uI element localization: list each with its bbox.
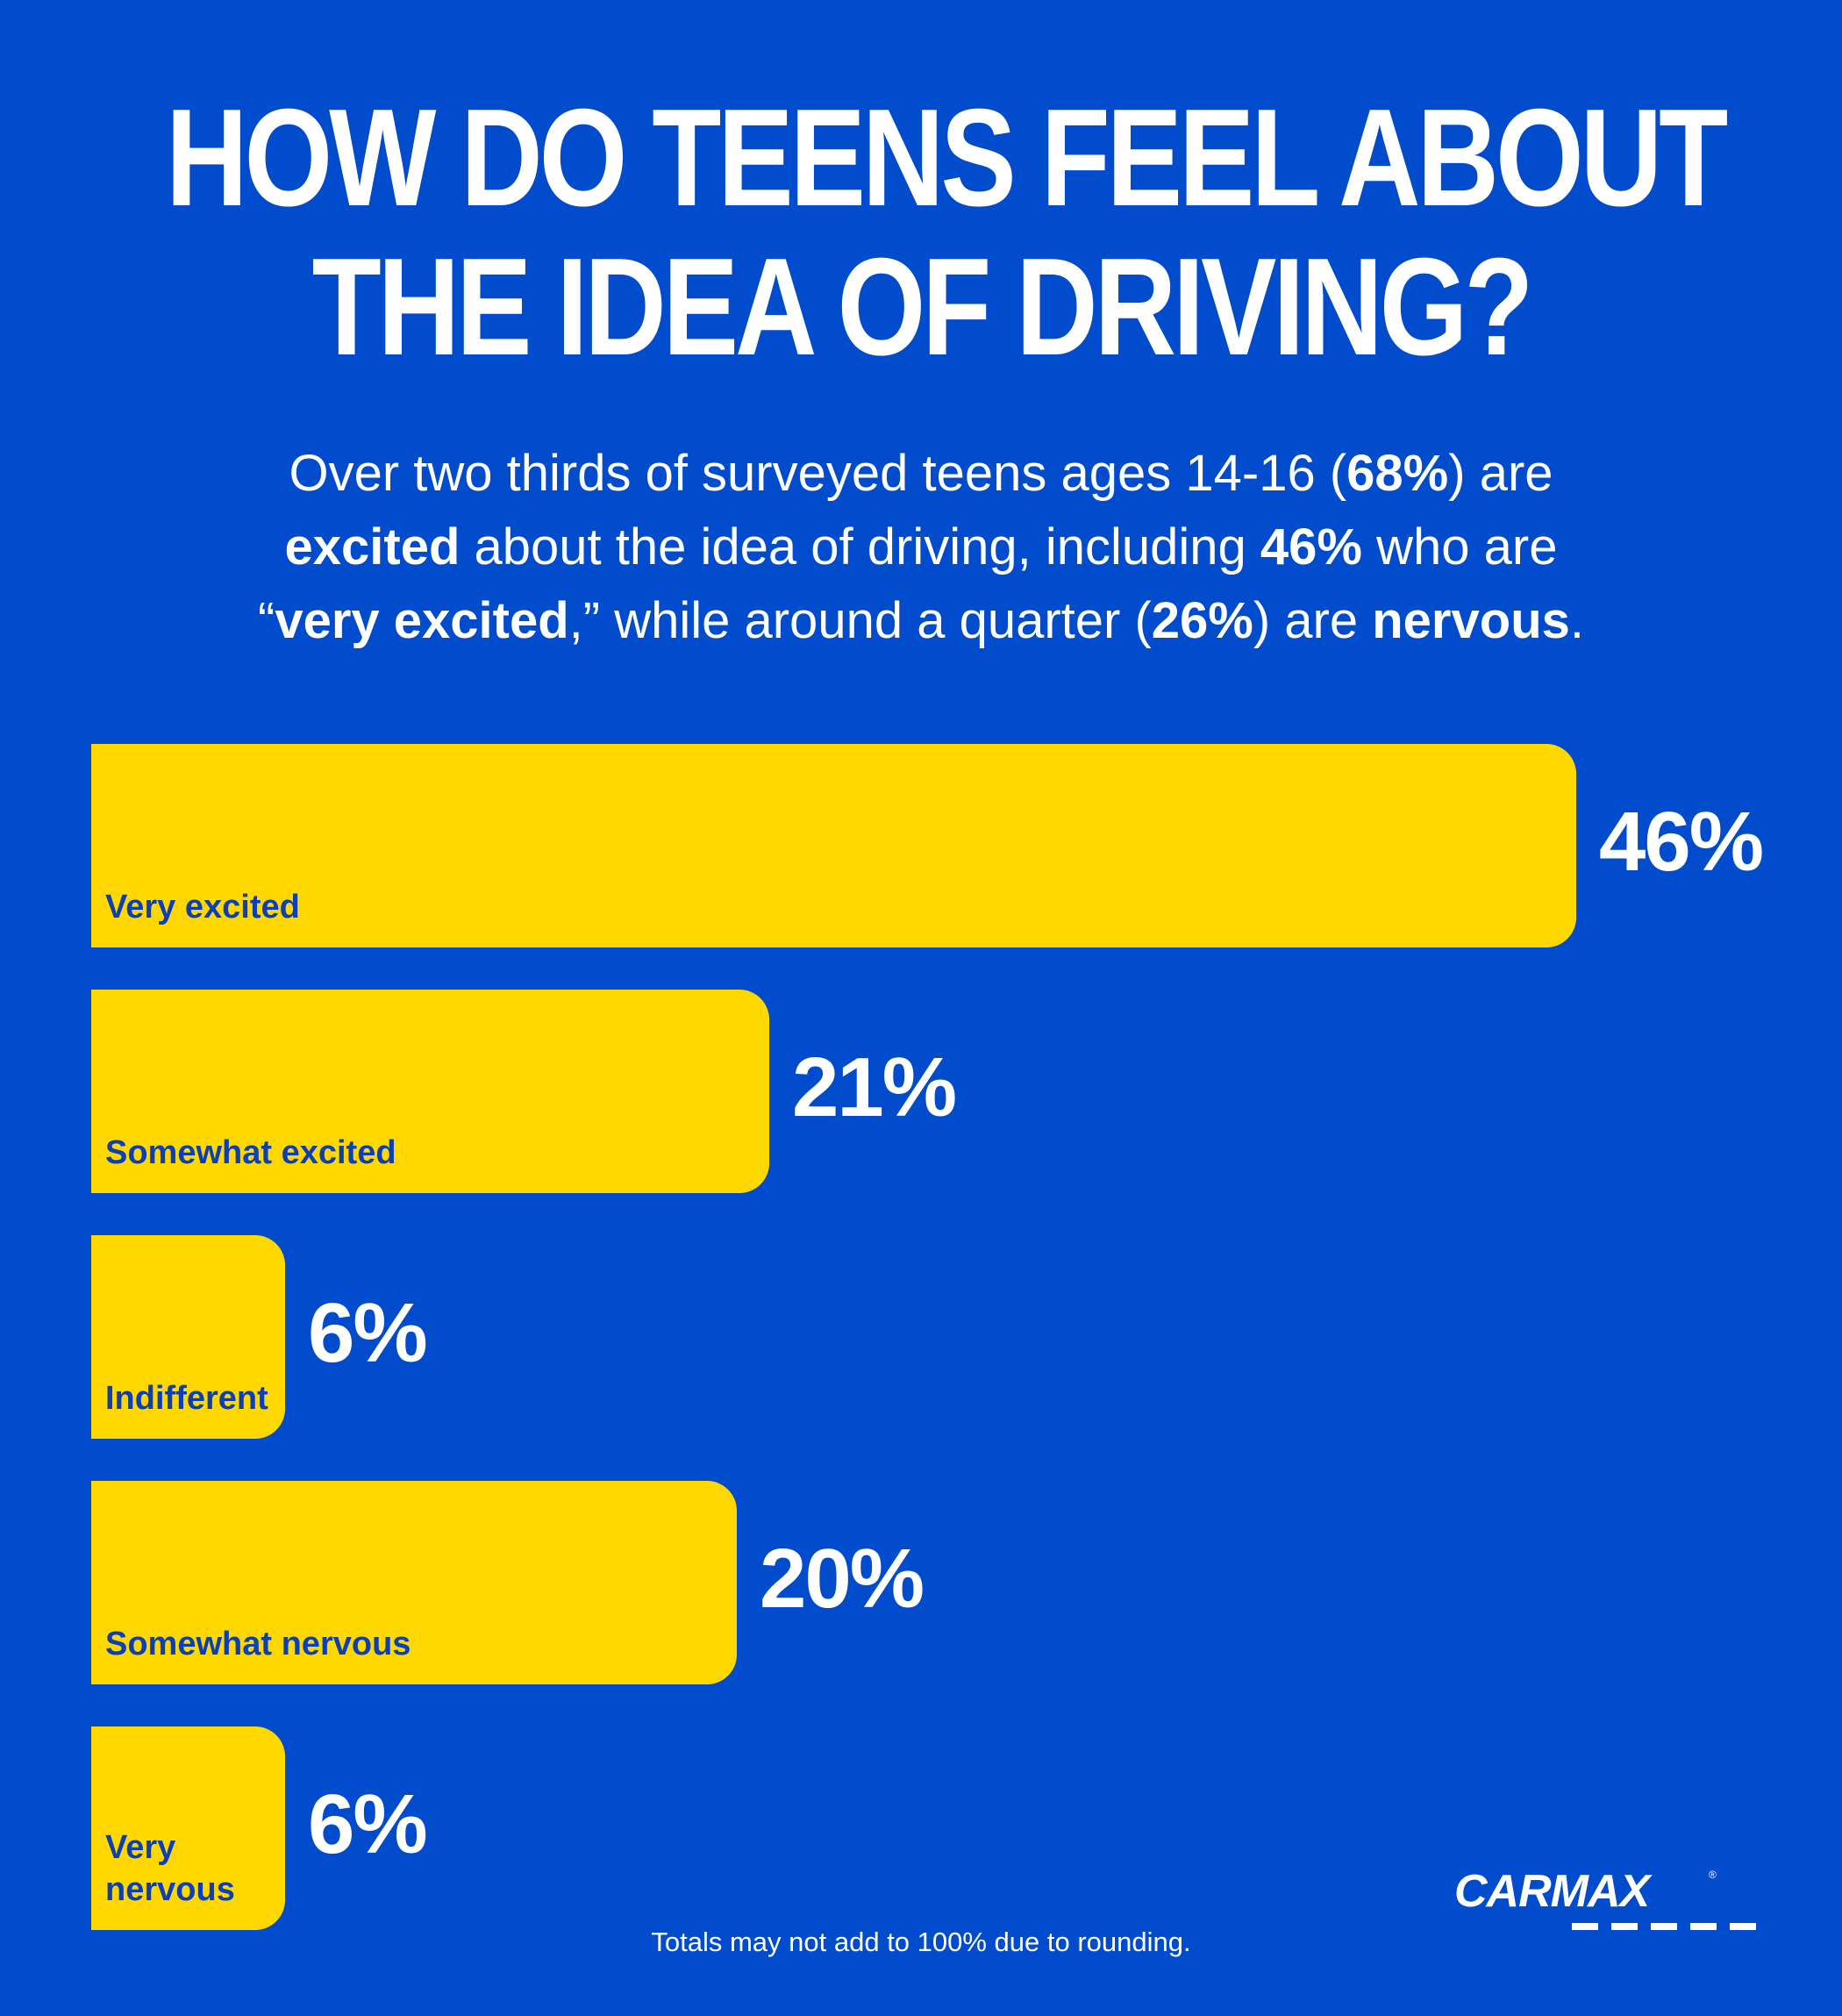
subtitle-emphasis: very excited [275, 592, 569, 649]
logo-dash [1730, 1923, 1756, 1930]
logo-dash [1572, 1923, 1598, 1930]
title-line-2: THE IDEA OF DRIVING? [311, 230, 1534, 384]
bar-category-label: Somewhat nervous [105, 1626, 411, 1662]
subtitle-emphasis: nervous [1372, 592, 1570, 649]
subtitle-text: who are [1362, 518, 1558, 575]
bar-value-label: 6% [308, 1777, 428, 1871]
bar-category-label: Indifferent [105, 1380, 268, 1417]
footnote: Totals may not add to 100% due to roundi… [651, 1927, 1191, 1957]
carmax-logo: CARMAX ® [1454, 1866, 1756, 1937]
subtitle-text: . [1569, 592, 1585, 649]
bar [91, 1481, 737, 1684]
logo-wordmark: CARMAX [1454, 1866, 1650, 1917]
subtitle-emphasis: 46% [1260, 518, 1363, 575]
bar [91, 744, 1576, 947]
subtitle-emphasis: 68% [1346, 445, 1449, 502]
logo-dash [1651, 1923, 1677, 1930]
subtitle-text: ) are [1253, 592, 1373, 649]
bar-value-label: 20% [760, 1532, 925, 1626]
subtitle-text: “ [257, 592, 275, 649]
subtitle-emphasis: 26% [1151, 592, 1253, 649]
logo-dash [1690, 1923, 1717, 1930]
chart-title: HOW DO TEENS FEEL ABOUT THE IDEA OF DRIV… [166, 81, 1728, 384]
bar-category-label: Very excited [105, 889, 300, 926]
subtitle-text: Over two thirds of surveyed teens ages 1… [289, 445, 1347, 502]
bar [91, 990, 769, 1193]
subtitle-text: ) are [1448, 445, 1553, 502]
bar-category-label: Very nervous [105, 1829, 235, 1908]
subtitle-text: ,” while around a quarter ( [568, 592, 1152, 649]
bar [91, 1235, 285, 1439]
bar-category-label: Somewhat excited [105, 1134, 396, 1171]
logo-dash [1611, 1923, 1638, 1930]
chart-subtitle: Over two thirds of surveyed teens ages 1… [132, 437, 1710, 658]
subtitle-emphasis: excited [284, 518, 460, 575]
subtitle-line-2: excited about the idea of driving, inclu… [132, 511, 1710, 584]
logo-registered-mark: ® [1709, 1869, 1717, 1881]
title-line-1: HOW DO TEENS FEEL ABOUT [166, 81, 1728, 235]
bar-value-label: 21% [792, 1040, 957, 1134]
bar-value-label: 6% [308, 1286, 428, 1380]
bar [91, 1726, 285, 1930]
subtitle-line-3: “very excited,” while around a quarter (… [132, 584, 1710, 658]
bar-value-label: 46% [1599, 795, 1764, 889]
subtitle-line-1: Over two thirds of surveyed teens ages 1… [132, 437, 1710, 511]
subtitle-text: about the idea of driving, including [460, 518, 1260, 575]
